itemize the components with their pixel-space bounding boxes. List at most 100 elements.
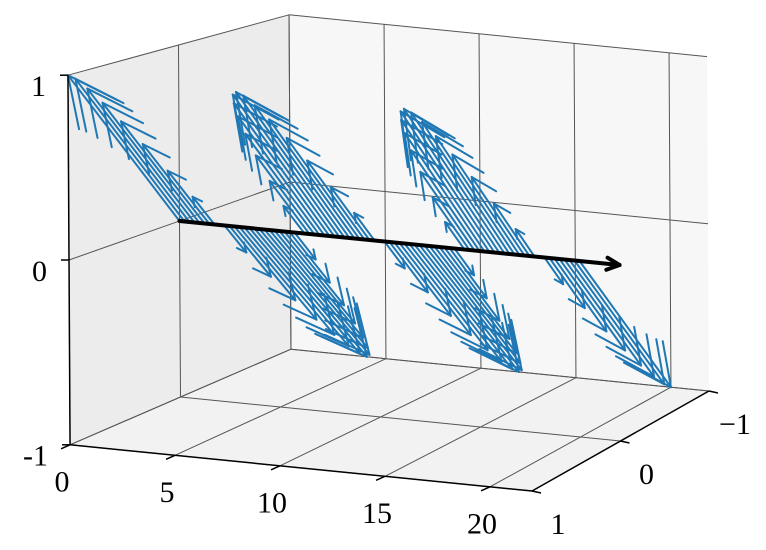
vector-arrow-part xyxy=(253,104,299,130)
vector-arrow-part xyxy=(451,153,485,174)
vector-arrow-part xyxy=(409,282,429,294)
vector-arrow xyxy=(578,260,672,389)
vector-arrow-part xyxy=(236,115,247,161)
x-tick-label: 15 xyxy=(362,497,392,530)
vector-arrow xyxy=(120,120,201,224)
vector-arrow-part xyxy=(425,302,452,317)
vector-arrow-part xyxy=(295,316,336,336)
vector-arrow-part xyxy=(166,169,174,192)
vector-arrow-part xyxy=(470,175,477,207)
vector-arrow-part xyxy=(353,211,365,219)
vector-arrow-part xyxy=(141,143,171,159)
grid-line xyxy=(69,348,292,446)
vector-arrow-part xyxy=(232,102,331,237)
vector-arrow-part xyxy=(393,241,452,317)
vector-arrow-part xyxy=(324,319,365,339)
vector-arrow xyxy=(166,169,211,225)
vector-arrow xyxy=(141,143,206,225)
vector-arrow-part xyxy=(510,318,522,365)
vector-arrow-part xyxy=(352,296,365,339)
propagation-arrow-part xyxy=(604,263,622,272)
vector-arrow-part xyxy=(543,256,565,286)
vector-arrow-part xyxy=(399,110,409,163)
vector-arrow-part xyxy=(492,202,531,257)
vector-arrow-part xyxy=(268,229,369,350)
vector-arrow-part xyxy=(464,269,476,277)
vector-arrow-part xyxy=(235,247,248,254)
vector-arrow-part xyxy=(293,231,317,261)
vector-arrow-part xyxy=(254,154,283,171)
vector-arrow-part xyxy=(383,240,406,270)
vector-arrow-part xyxy=(243,226,336,336)
vector-arrow-part xyxy=(320,335,368,358)
x-tick-label: 5 xyxy=(160,476,175,509)
vector-arrow-part xyxy=(615,355,656,378)
y-tick-label: 1 xyxy=(551,508,566,541)
vector-arrow-part xyxy=(353,211,358,225)
vector-arrow-part xyxy=(388,241,429,294)
vector-arrow-part xyxy=(553,257,608,333)
vector-arrow-part xyxy=(419,170,447,188)
vector-arrow-part xyxy=(413,243,514,371)
vector-arrow-part xyxy=(478,348,523,372)
vector-arrow-part xyxy=(120,120,201,224)
vector-arrow-part xyxy=(166,169,187,181)
vector-arrow-part xyxy=(403,131,486,253)
vector-arrow-part xyxy=(120,120,157,140)
vector-arrow-part xyxy=(501,303,511,340)
vector-arrow-part xyxy=(514,228,519,240)
vector-arrow-part xyxy=(450,331,489,352)
vector-arrow-part xyxy=(438,318,472,337)
vector-arrow xyxy=(329,186,371,241)
vector-arrow-part xyxy=(443,246,501,322)
x-tick-label: 20 xyxy=(467,508,497,541)
vector-arrow-part xyxy=(311,273,331,284)
vector-arrow-part xyxy=(477,322,511,340)
vector-arrow xyxy=(101,101,196,224)
vector-arrow xyxy=(306,159,366,241)
vector-arrow-part xyxy=(305,253,317,261)
vector-arrow-part xyxy=(661,340,672,389)
y-tick xyxy=(708,390,719,394)
vector-arrow-part xyxy=(231,93,336,238)
vector-arrow-part xyxy=(419,170,476,252)
vector-arrow-part xyxy=(423,244,523,372)
vector-arrow-part xyxy=(268,287,297,302)
vector-arrow-part xyxy=(101,101,145,125)
vector-arrow-part xyxy=(74,77,186,223)
x-axis-line xyxy=(69,444,533,492)
vector-arrow xyxy=(419,170,476,252)
vector-arrow-part xyxy=(563,258,643,367)
vector-arrow xyxy=(514,228,536,258)
vector-arrow-part xyxy=(419,170,426,202)
vector-arrow-part xyxy=(329,186,371,241)
grid-line xyxy=(289,14,708,58)
vector-arrow-part xyxy=(317,292,345,307)
vector-arrow-part xyxy=(248,227,350,348)
vector-arrow-part xyxy=(403,131,412,177)
vector-arrow-part xyxy=(66,74,81,131)
vector-arrow-part xyxy=(323,333,371,356)
vector-arrow-part xyxy=(101,101,196,224)
vector-arrow-part xyxy=(394,262,406,270)
vector-arrow xyxy=(453,247,476,277)
vector-arrow-part xyxy=(628,364,672,389)
vector-arrow-part xyxy=(479,333,518,355)
vector-arrow-part xyxy=(410,111,456,140)
x-tick-label: 10 xyxy=(257,487,287,520)
vector-arrow xyxy=(470,175,526,257)
vector-arrow-part xyxy=(253,104,264,155)
vector-arrow-part xyxy=(444,221,466,251)
vector-arrow-part xyxy=(312,248,317,261)
vector-arrow-part xyxy=(434,135,443,180)
vector-arrow-part xyxy=(120,120,130,161)
vector-arrow-part xyxy=(268,179,311,235)
vector-arrow-part xyxy=(268,179,275,202)
vector-arrow-part xyxy=(268,118,278,164)
vector-arrow-part xyxy=(594,333,627,352)
vector-arrow xyxy=(553,257,608,333)
vector-arrow-part xyxy=(329,186,336,208)
vector-arrow-part xyxy=(141,143,206,225)
vector-arrow-part xyxy=(402,107,501,254)
vector-arrow-part xyxy=(418,244,520,373)
